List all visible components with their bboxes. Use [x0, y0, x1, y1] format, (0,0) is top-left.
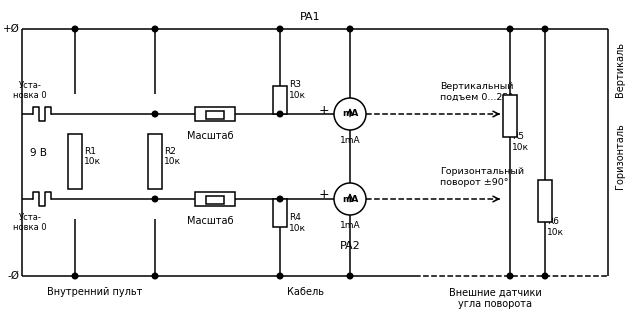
- Circle shape: [507, 273, 513, 279]
- Bar: [273, 199, 287, 227]
- Circle shape: [277, 111, 283, 117]
- Text: Вертикаль: Вертикаль: [615, 42, 625, 97]
- Text: Масштаб: Масштаб: [186, 131, 233, 141]
- Circle shape: [277, 273, 283, 279]
- Text: R4
10к: R4 10к: [289, 213, 306, 233]
- Text: Горизонталь: Горизонталь: [615, 124, 625, 189]
- Text: +: +: [319, 188, 329, 202]
- Text: 1mA: 1mA: [339, 221, 360, 230]
- Text: Уста-
новка 0: Уста- новка 0: [13, 81, 47, 100]
- Text: Кабель: Кабель: [286, 287, 324, 297]
- Text: PA1: PA1: [300, 12, 320, 22]
- Text: mA: mA: [342, 194, 358, 203]
- Circle shape: [277, 26, 283, 32]
- Text: Горизонтальный
поворот ±90°: Горизонтальный поворот ±90°: [440, 167, 524, 187]
- Text: 9 В: 9 В: [30, 148, 47, 158]
- Text: Масштаб: Масштаб: [186, 216, 233, 226]
- Circle shape: [542, 273, 548, 279]
- Text: Вертикальный
подъем 0...25°: Вертикальный подъем 0...25°: [440, 82, 513, 102]
- Text: R2
10к: R2 10к: [164, 147, 181, 166]
- Circle shape: [542, 26, 548, 32]
- Circle shape: [152, 111, 158, 117]
- Circle shape: [347, 26, 353, 32]
- Text: PA2: PA2: [339, 241, 360, 251]
- Circle shape: [347, 273, 353, 279]
- Circle shape: [72, 26, 78, 32]
- Circle shape: [72, 273, 78, 279]
- Bar: [195, 107, 235, 121]
- Text: mA: mA: [342, 110, 358, 118]
- Bar: [195, 192, 235, 206]
- Text: +Ø: +Ø: [3, 24, 20, 34]
- Text: R5
10к: R5 10к: [512, 132, 529, 152]
- Text: +: +: [319, 104, 329, 116]
- Bar: [206, 111, 224, 119]
- Circle shape: [152, 26, 158, 32]
- Circle shape: [507, 26, 513, 32]
- Bar: [538, 180, 552, 222]
- Text: R3
10к: R3 10к: [289, 80, 306, 100]
- Text: 1mA: 1mA: [339, 136, 360, 145]
- Text: Внутренний пульт: Внутренний пульт: [47, 287, 143, 297]
- Bar: [68, 134, 82, 189]
- Text: Внешние датчики
угла поворота: Внешние датчики угла поворота: [449, 287, 542, 309]
- Circle shape: [277, 196, 283, 202]
- Circle shape: [334, 98, 366, 130]
- Bar: [148, 134, 162, 189]
- Text: R1
10к: R1 10к: [84, 147, 101, 166]
- Text: R6
10к: R6 10к: [547, 217, 564, 237]
- Bar: [206, 196, 224, 204]
- Text: Уста-
новка 0: Уста- новка 0: [13, 213, 47, 232]
- Circle shape: [152, 273, 158, 279]
- Bar: [503, 95, 517, 137]
- Bar: [273, 86, 287, 114]
- Circle shape: [152, 196, 158, 202]
- Text: -Ø: -Ø: [8, 271, 20, 281]
- Circle shape: [334, 183, 366, 215]
